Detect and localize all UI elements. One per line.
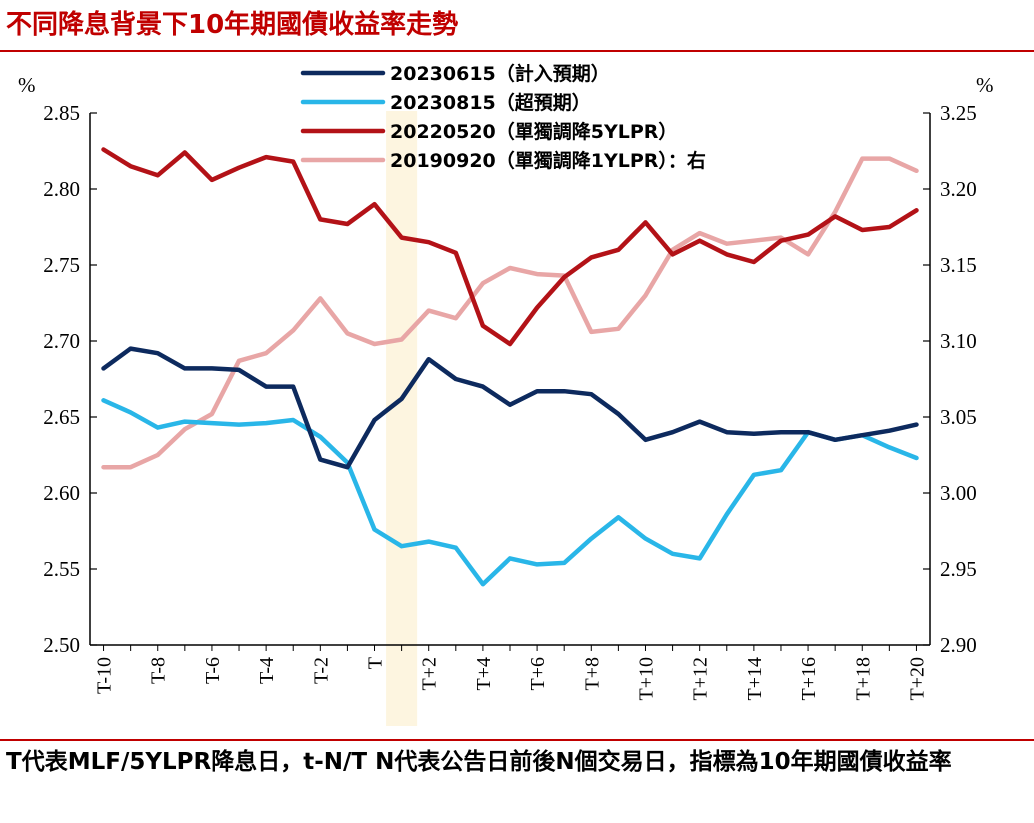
right-tick-label: 3.05 [940, 405, 977, 429]
title-divider [0, 50, 1034, 52]
x-tick-label: T+6 [527, 657, 549, 691]
left-tick-label: 2.50 [43, 633, 80, 657]
x-tick-label: T+4 [473, 657, 495, 691]
series-line-3 [101, 156, 919, 470]
legend-label-1: 20230815（超預期） [390, 91, 591, 114]
right-tick-label: 3.00 [940, 481, 977, 505]
t-plus-1-highlight-band [386, 111, 418, 726]
yield-line-chart: % % 2.50 2.55 2.60 2.65 2.70 2.75 2.80 2.85 2.90 2.… [18, 62, 994, 726]
x-tick-label: T+2 [419, 657, 441, 691]
right-tick-label: 2.95 [940, 557, 977, 581]
series-line-1 [101, 398, 919, 587]
right-tick-label: 2.90 [940, 633, 977, 657]
x-tick-label: T+10 [635, 657, 657, 701]
right-tick-label: 3.15 [940, 253, 977, 277]
right-unit-label: % [976, 73, 994, 97]
x-tick-label: T+12 [690, 657, 712, 701]
left-tick-label: 2.55 [43, 557, 80, 581]
footnote: T代表MLF/5YLPR降息日，t-N/T N代表公告日前後N個交易日，指標為1… [6, 749, 952, 775]
chart-title: 不同降息背景下10年期國債收益率走勢 [6, 10, 459, 40]
x-tick-label: T+14 [744, 657, 766, 701]
legend-label-2: 20220520（單獨調降5YLPR） [390, 120, 677, 143]
left-tick-label: 2.75 [43, 253, 80, 277]
left-tick-label: 2.60 [43, 481, 80, 505]
x-tick-label: T+20 [906, 657, 928, 701]
x-tick-label: T-6 [202, 657, 224, 684]
x-tick-label: T+8 [581, 657, 603, 691]
x-tick-label: T+18 [852, 657, 874, 701]
right-tick-label: 3.20 [940, 177, 977, 201]
x-tick-label: T [365, 657, 387, 669]
left-tick-label: 2.85 [43, 101, 80, 125]
x-tick-label: T-2 [310, 657, 332, 684]
x-tick-label: T-8 [148, 657, 170, 684]
x-tick-label: T+16 [798, 657, 820, 701]
legend-label-0: 20230615（計入預期） [390, 62, 610, 85]
right-tick-label: 3.10 [940, 329, 977, 353]
left-tick-label: 2.80 [43, 177, 80, 201]
chart-axes: % % 2.50 2.55 2.60 2.65 2.70 2.75 2.80 2.85 2.90 2.… [18, 73, 994, 701]
series-line-0 [101, 346, 919, 470]
footnote-divider [0, 739, 1034, 741]
left-tick-label: 2.70 [43, 329, 80, 353]
right-tick-label: 3.25 [940, 101, 977, 125]
legend-label-3: 20190920（單獨調降1YLPR）：右 [390, 149, 706, 172]
left-tick-label: 2.65 [43, 405, 80, 429]
series-lines [101, 147, 919, 587]
x-tick-label: T-10 [94, 657, 116, 694]
chart-legend: 20230615（計入預期） 20230815（超預期） 20220520（單獨調降… [300, 62, 706, 172]
left-unit-label: % [18, 73, 36, 97]
series-line-2 [101, 147, 919, 347]
x-tick-label: T-4 [256, 657, 278, 684]
